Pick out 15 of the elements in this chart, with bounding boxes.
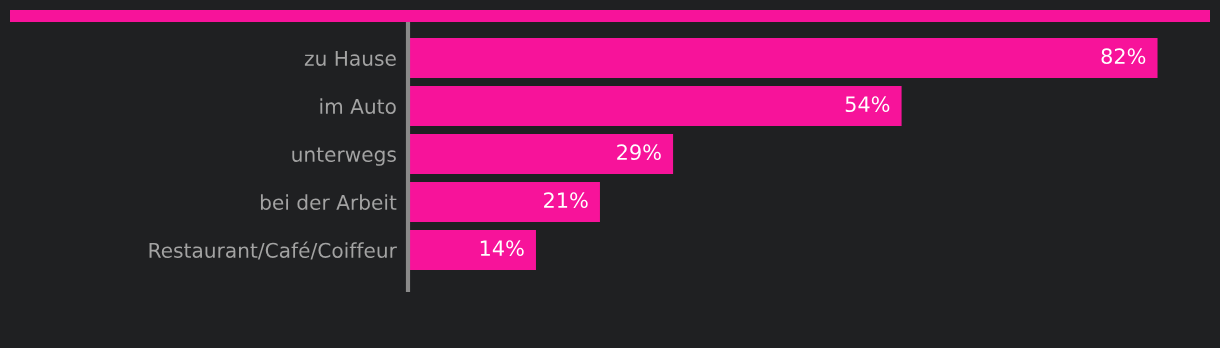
bar (408, 230, 536, 271)
y-tick-label: im Auto (320, 98, 396, 114)
bar (408, 37, 1158, 78)
data-label: 21% (544, 192, 588, 209)
y-tick-label: bei der Arbeit (260, 194, 397, 210)
data-label: 29% (617, 144, 661, 161)
y-tick-label: Restaurant/Café/Coiffeur (149, 241, 397, 260)
data-label: 82% (1101, 48, 1146, 65)
y-tick-label: zu Hause (304, 50, 396, 66)
y-tick-label: unterwegs (292, 147, 396, 166)
bar (408, 134, 674, 174)
data-label: 54% (845, 96, 890, 113)
bar (408, 182, 600, 222)
data-label: 14% (480, 240, 524, 257)
bar (408, 86, 902, 126)
